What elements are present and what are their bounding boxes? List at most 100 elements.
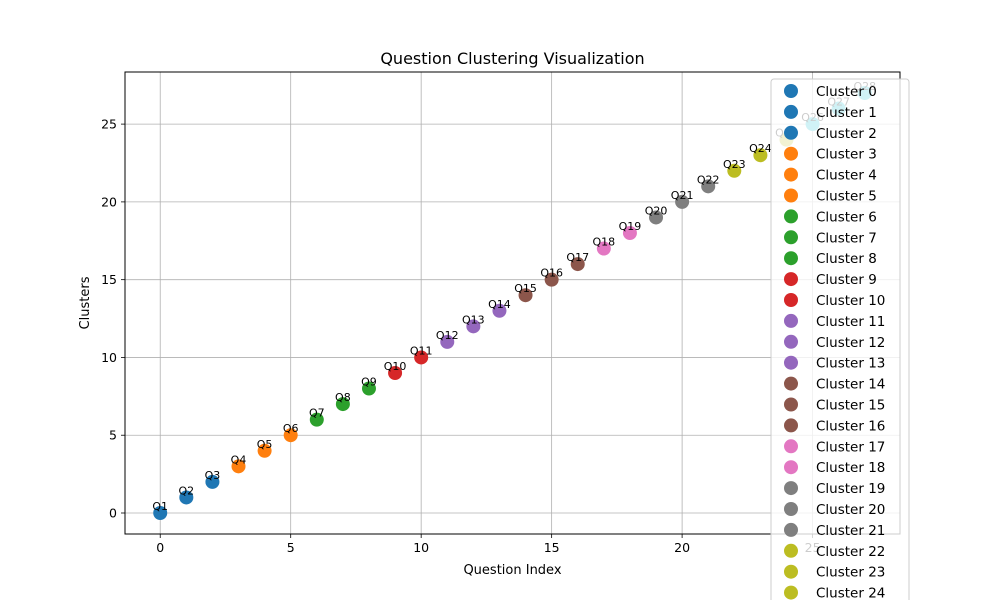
legend-marker [784, 188, 798, 203]
legend-marker [784, 481, 798, 496]
y-tick-label: 20 [101, 194, 117, 209]
legend-label: Cluster 0 [816, 84, 877, 100]
data-point [283, 428, 298, 443]
legend-item: Cluster 20 [784, 502, 885, 518]
legend-marker [784, 564, 798, 579]
legend-item: Cluster 13 [784, 355, 885, 372]
legend-item: Cluster 12 [784, 334, 885, 351]
point-label: Q22 [697, 173, 720, 186]
data-point [153, 506, 168, 520]
legend-item: Cluster 3 [784, 146, 877, 163]
legend-item: Cluster 22 [784, 543, 885, 560]
legend-marker [784, 439, 798, 454]
legend-item: Cluster 16 [784, 418, 885, 434]
legend-label: Cluster 19 [816, 481, 885, 497]
data-point [205, 474, 220, 489]
data-point [675, 194, 690, 209]
data-point [335, 397, 350, 412]
legend-item: Cluster 9 [784, 272, 877, 288]
point-label: Q6 [283, 422, 299, 435]
legend-label: Cluster 13 [816, 356, 885, 372]
legend-marker [784, 418, 798, 433]
legend-box [770, 78, 910, 600]
legend-label: Cluster 2 [816, 126, 877, 142]
legend-marker [784, 167, 798, 182]
legend-marker [784, 146, 798, 161]
legend-items: Cluster 0 Cluster 1 Cluster 2 Cluster 3 Clus… [784, 84, 885, 600]
point-label: Q14 [488, 298, 511, 311]
data-point [622, 226, 637, 240]
legend-label: Cluster 3 [816, 147, 877, 163]
legend-label: Cluster 15 [816, 398, 885, 414]
legend-label: Cluster 20 [816, 502, 885, 518]
legend-label: Cluster 23 [816, 565, 885, 581]
legend-item: Cluster 17 [784, 439, 885, 455]
legend-item: Cluster 2 [784, 125, 877, 142]
legend-item: Cluster 21 [784, 522, 885, 539]
data-point [518, 288, 533, 303]
legend-marker [784, 251, 798, 266]
legend-item: Cluster 18 [784, 460, 885, 476]
data-point [440, 334, 455, 349]
point-label: Q8 [335, 391, 351, 404]
chart-title: Question Clustering Visualization [380, 49, 644, 68]
point-label: Q11 [410, 344, 433, 357]
legend-marker [784, 125, 798, 140]
legend-label: Cluster 16 [816, 418, 885, 434]
y-tick-label: 0 [109, 506, 117, 521]
legend-label: Cluster 8 [816, 251, 877, 267]
legend-marker [784, 585, 798, 600]
legend-marker [784, 502, 798, 516]
point-label: Q4 [231, 453, 247, 466]
legend-marker [784, 460, 798, 475]
x-axis-label: Question Index [463, 563, 561, 578]
point-label: Q20 [645, 204, 668, 217]
point-label: Q19 [619, 220, 642, 233]
data-point [544, 272, 559, 287]
legend-label: Cluster 24 [816, 586, 885, 600]
y-axis-label: Clusters [78, 276, 93, 329]
point-label: Q5 [257, 438, 273, 451]
data-point [414, 350, 429, 365]
data-point [492, 303, 507, 318]
point-label: Q1 [152, 500, 168, 513]
data-point [231, 459, 246, 474]
data-point [257, 443, 272, 458]
point-label: Q15 [514, 282, 537, 295]
legend-label: Cluster 1 [816, 105, 877, 121]
legend-label: Cluster 9 [816, 272, 877, 288]
data-point [727, 163, 742, 178]
data-point [388, 366, 403, 380]
point-label: Q12 [436, 329, 459, 342]
legend-item: Cluster 10 [784, 293, 885, 309]
legend-item: Cluster 15 [784, 397, 885, 414]
legend-item: Cluster 19 [784, 481, 885, 497]
data-point [649, 210, 664, 225]
x-tick-label: 5 [287, 540, 295, 555]
legend: Cluster 0 Cluster 1 Cluster 2 Cluster 3 Clus… [770, 78, 910, 600]
legend-marker [784, 334, 798, 349]
legend-marker [784, 230, 798, 245]
x-tick-label: 15 [544, 540, 560, 555]
legend-item: Cluster 24 [784, 585, 885, 600]
legend-item: Cluster 23 [784, 564, 885, 581]
y-tick-label: 5 [109, 428, 117, 443]
legend-item: Cluster 7 [784, 230, 877, 246]
legend-label: Cluster 4 [816, 168, 877, 184]
legend-marker [784, 355, 798, 370]
legend-label: Cluster 14 [816, 377, 885, 393]
data-point [179, 490, 194, 505]
data-point [361, 381, 376, 396]
y-tick-label: 25 [101, 117, 117, 132]
data-point [701, 179, 716, 194]
legend-item: Cluster 6 [784, 209, 877, 225]
y-tick-label: 10 [101, 350, 117, 365]
point-label: Q3 [205, 469, 221, 482]
data-point [466, 319, 481, 334]
legend-item: Cluster 0 [784, 84, 877, 100]
point-label: Q7 [309, 407, 325, 420]
legend-marker [784, 293, 798, 307]
legend-marker [784, 104, 798, 119]
legend-label: Cluster 7 [816, 230, 877, 246]
legend-label: Cluster 22 [816, 544, 885, 560]
